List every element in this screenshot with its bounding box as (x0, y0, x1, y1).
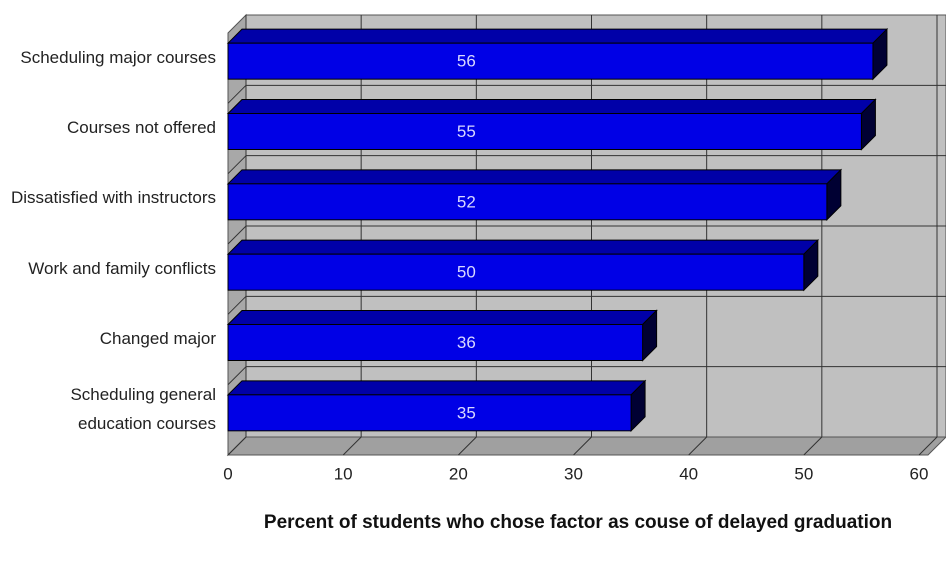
grid-line (803, 15, 823, 456)
value-label: 52 (457, 192, 476, 211)
grid-line (457, 15, 477, 456)
grid-line (918, 15, 938, 456)
y-tick-label: Scheduling major courses (20, 47, 216, 67)
wall-line (227, 225, 247, 245)
grid-line (688, 15, 708, 456)
bar (227, 113, 862, 150)
bar (227, 253, 805, 291)
y-tick-label: Courses not offered (67, 118, 216, 137)
bar-top (226, 28, 889, 44)
bar-top (226, 380, 647, 396)
y-tick-label: Scheduling general education courses (70, 384, 216, 433)
bar-top (226, 239, 820, 255)
grid-line (227, 15, 247, 456)
value-label: 36 (457, 333, 476, 352)
grid-line (573, 15, 592, 456)
x-tick-label: 50 (794, 464, 813, 483)
x-tick-label: 60 (910, 464, 929, 483)
bar-top (226, 99, 877, 114)
x-tick-label: 0 (223, 464, 232, 483)
wall-line (227, 155, 247, 175)
wall-line (227, 366, 247, 386)
y-tick-label: Changed major (99, 329, 216, 348)
wall-line (227, 84, 247, 104)
value-label: 56 (457, 52, 476, 71)
x-tick-label: 10 (334, 464, 353, 483)
x-tick-label: 40 (679, 464, 698, 483)
bar (227, 42, 874, 80)
value-label: 55 (457, 122, 476, 141)
x-tick-label: 20 (449, 464, 468, 483)
bar (227, 394, 632, 432)
grid-line (342, 15, 362, 456)
x-axis-title: Percent of students who chose factor as … (263, 512, 893, 533)
bar (227, 324, 644, 361)
y-tick-label: Dissatisfied with instructors (10, 188, 216, 208)
bar (227, 183, 828, 221)
bar-top (226, 169, 843, 185)
value-label: 50 (457, 263, 476, 282)
wall-line (227, 295, 247, 315)
y-tick-label: Work and family conflicts (28, 258, 216, 278)
bar-top (226, 310, 658, 325)
floor (226, 436, 946, 456)
x-tick-label: 30 (564, 464, 583, 483)
value-label: 35 (457, 403, 476, 422)
